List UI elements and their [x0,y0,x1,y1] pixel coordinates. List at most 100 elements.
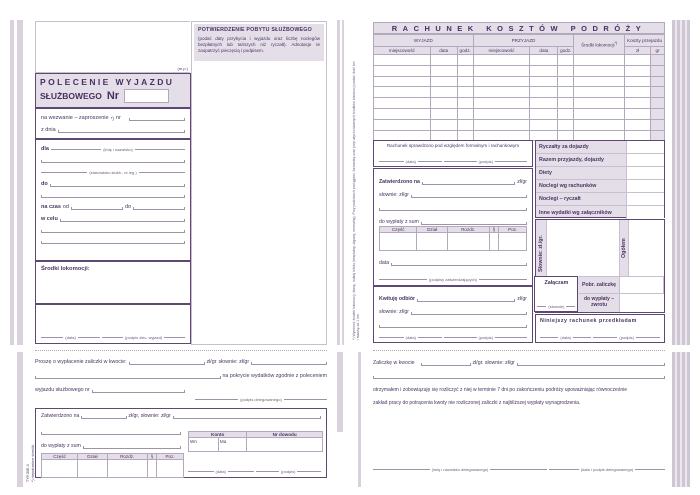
trip-cell[interactable] [472,64,531,77]
trip-cell[interactable] [472,54,531,66]
from-date-field[interactable] [71,205,123,210]
total-words-field[interactable] [547,220,619,276]
summary-value[interactable] [626,206,664,219]
trip-cell[interactable] [456,86,474,99]
budget-cell[interactable] [416,232,448,251]
in-words-field-2[interactable] [35,374,221,379]
trip-cell[interactable] [456,54,474,66]
trip-cell[interactable] [649,86,666,99]
trip-cell[interactable] [472,75,531,88]
trip-cell[interactable] [649,64,666,77]
trip-cell[interactable] [373,64,431,77]
trip-cell[interactable] [624,64,651,77]
trip-cell[interactable] [573,118,626,131]
in-words-field[interactable] [516,361,666,366]
trip-cell[interactable] [624,107,651,120]
date-field[interactable] [391,261,527,266]
trip-cell[interactable] [529,75,559,88]
trip-cell[interactable] [557,54,575,66]
advance-taken-value[interactable] [619,276,664,294]
budget-cell[interactable] [446,232,490,251]
budget-cell[interactable] [106,459,148,478]
trip-cell[interactable] [624,86,651,99]
trip-cell[interactable] [557,64,575,77]
trip-cell[interactable] [472,118,531,131]
trip-cell[interactable] [429,107,458,120]
trip-cell[interactable] [649,54,666,66]
summary-value[interactable] [626,180,664,192]
purpose-field-2[interactable] [41,228,185,233]
trip-cell[interactable] [573,64,626,77]
in-words-field[interactable] [251,360,328,365]
trip-cell[interactable] [373,97,431,109]
advance-amount-field[interactable] [128,360,205,365]
trip-cell[interactable] [624,75,651,88]
trip-cell[interactable] [429,75,458,88]
summary-value[interactable] [626,141,664,153]
approved-amount-field[interactable] [421,180,516,185]
trip-cell[interactable] [573,97,626,109]
trip-cell[interactable] [456,97,474,109]
trip-cell[interactable] [529,54,559,66]
purpose-field-3[interactable] [41,239,185,244]
trip-cell[interactable] [624,118,651,131]
trip-cell[interactable] [557,86,575,99]
trip-cell[interactable] [429,54,458,66]
trip-cell[interactable] [649,97,666,109]
trip-cell[interactable] [624,54,651,66]
budget-cell[interactable] [77,459,108,478]
trip-cell[interactable] [429,97,458,109]
trip-cell[interactable] [429,64,458,77]
receipt-amount-field[interactable] [417,297,516,302]
debit-cell[interactable]: Wn [188,437,219,452]
trip-cell[interactable] [456,107,474,120]
trip-cell[interactable] [472,97,531,109]
payout-field[interactable] [420,220,528,225]
destination-field[interactable] [49,182,186,187]
trip-cell[interactable] [456,64,474,77]
trip-cell[interactable] [557,118,575,131]
approved-words-field-2[interactable] [41,430,181,435]
destination-field-2[interactable] [41,193,185,198]
summary-value[interactable] [626,167,664,179]
trip-cell[interactable] [557,107,575,120]
total-value[interactable] [629,220,664,276]
trip-cell[interactable] [529,86,559,99]
trip-cell[interactable] [529,118,559,131]
purpose-field[interactable] [59,217,186,222]
order-number-field[interactable] [124,89,170,103]
advance-amount-field[interactable] [420,361,471,366]
budget-cell[interactable] [378,232,418,251]
name-field[interactable] [41,158,185,163]
credit-cell[interactable]: Ma [217,437,248,452]
trip-cell[interactable] [456,118,474,131]
trip-cell[interactable] [557,97,575,109]
summary-value[interactable] [626,154,664,166]
order-nr-field[interactable] [91,388,186,393]
trip-cell[interactable] [573,86,626,99]
in-words-field[interactable] [410,193,528,198]
budget-cell[interactable] [40,459,79,478]
in-words-field-2[interactable] [379,323,527,328]
trip-cell[interactable] [573,107,626,120]
trip-cell[interactable] [573,54,626,66]
payout-refund-value[interactable] [619,294,664,312]
date-field[interactable] [57,128,186,133]
payout-field[interactable] [82,444,182,449]
trip-cell[interactable] [624,97,651,109]
trip-cell[interactable] [557,75,575,88]
trip-cell[interactable] [529,97,559,109]
budget-cell[interactable] [146,459,158,478]
trip-cell[interactable] [472,107,531,120]
in-words-field-2[interactable] [373,374,665,379]
in-words-field-2[interactable] [379,206,527,211]
trip-cell[interactable] [472,86,531,99]
trip-cell[interactable] [456,75,474,88]
approved-words-field[interactable] [172,414,322,419]
trip-cell[interactable] [649,75,666,88]
trip-cell[interactable] [429,86,458,99]
budget-cell[interactable] [498,232,527,251]
trip-cell[interactable] [373,86,431,99]
trip-cell[interactable] [649,118,666,131]
document-nr-cell[interactable] [246,437,323,452]
